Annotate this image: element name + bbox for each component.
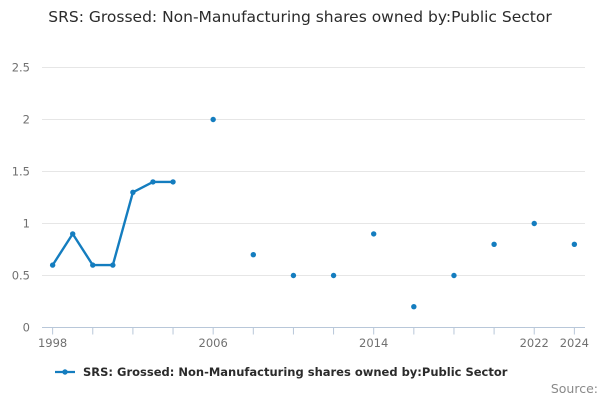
- data-point[interactable]: [90, 262, 96, 268]
- data-point[interactable]: [411, 304, 417, 310]
- legend-dot: [62, 369, 68, 375]
- data-point[interactable]: [451, 272, 457, 279]
- data-points[interactable]: [49, 116, 578, 310]
- y-tick-label: 1: [23, 217, 30, 231]
- data-point[interactable]: [130, 189, 136, 195]
- x-tick-label: 2014: [359, 336, 388, 350]
- legend: SRS: Grossed: Non-Manufacturing shares o…: [54, 364, 507, 380]
- x-tick-label: 1998: [38, 336, 67, 350]
- data-point[interactable]: [150, 179, 156, 185]
- data-point[interactable]: [110, 262, 116, 268]
- x-tick-label: 2022: [520, 336, 549, 350]
- data-point[interactable]: [531, 220, 537, 227]
- data-point[interactable]: [250, 252, 257, 258]
- y-tick-label: 0: [23, 321, 30, 335]
- data-point[interactable]: [210, 116, 216, 123]
- legend-label: SRS: Grossed: Non-Manufacturing shares o…: [83, 365, 508, 379]
- y-tick-label: 1.5: [12, 165, 30, 179]
- legend-item[interactable]: SRS: Grossed: Non-Manufacturing shares o…: [54, 365, 507, 379]
- data-point[interactable]: [49, 262, 56, 268]
- chart-title-text: SRS: Grossed: Non-Manufacturing shares o…: [48, 8, 552, 26]
- data-point[interactable]: [170, 179, 176, 185]
- x-tick-label: 2006: [199, 336, 228, 350]
- data-point[interactable]: [370, 231, 377, 237]
- y-tick-label: 2: [23, 113, 30, 127]
- data-point[interactable]: [290, 272, 297, 279]
- source-label: Source:: [550, 381, 598, 396]
- data-point[interactable]: [571, 241, 578, 247]
- data-point[interactable]: [70, 231, 76, 237]
- x-axis: 1998 2006 2014 2022 2024: [38, 327, 589, 350]
- gridlines: [42, 67, 585, 276]
- x-tick-label: 2024: [560, 336, 589, 350]
- chart-title: SRS: Grossed: Non-Manufacturing shares o…: [0, 7, 600, 28]
- y-tick-label: 2.5: [12, 61, 30, 75]
- y-tick-label: 0.5: [12, 269, 30, 283]
- data-point[interactable]: [491, 241, 497, 247]
- y-axis-labels: 0 0.5 1 1.5 2 2.5: [12, 61, 30, 335]
- series-line-dot-icon: [55, 369, 75, 375]
- data-point[interactable]: [330, 272, 337, 279]
